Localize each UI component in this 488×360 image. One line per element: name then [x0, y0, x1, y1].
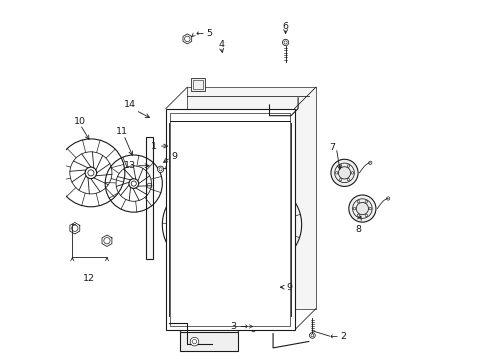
Text: 1: 1 — [151, 141, 157, 150]
Bar — [170, 113, 290, 326]
Circle shape — [356, 202, 368, 215]
Circle shape — [273, 288, 279, 294]
Bar — [190, 78, 205, 91]
Circle shape — [386, 197, 389, 200]
Bar — [146, 137, 152, 258]
Text: 13: 13 — [123, 161, 135, 170]
Text: 10: 10 — [74, 117, 86, 126]
Bar — [187, 87, 315, 309]
Text: 7: 7 — [329, 143, 335, 152]
Circle shape — [88, 170, 94, 176]
Circle shape — [338, 167, 350, 179]
Circle shape — [282, 39, 288, 46]
Text: 12: 12 — [83, 274, 95, 283]
Text: 9: 9 — [286, 283, 292, 292]
Circle shape — [190, 337, 198, 346]
Circle shape — [85, 167, 97, 179]
Circle shape — [330, 159, 357, 186]
Bar — [192, 80, 203, 89]
Text: 4: 4 — [218, 40, 224, 49]
Circle shape — [368, 161, 371, 165]
Text: ← 5: ← 5 — [196, 29, 213, 38]
Bar — [165, 109, 294, 330]
Circle shape — [196, 218, 210, 231]
Bar — [180, 332, 238, 351]
Text: 9: 9 — [171, 152, 177, 161]
Circle shape — [256, 221, 264, 228]
Text: 14: 14 — [123, 100, 135, 109]
Text: 6: 6 — [282, 22, 288, 31]
Text: 8: 8 — [355, 225, 361, 234]
Circle shape — [348, 195, 375, 222]
Text: 11: 11 — [116, 127, 128, 136]
Circle shape — [253, 218, 267, 231]
Circle shape — [157, 166, 163, 172]
Circle shape — [309, 333, 315, 338]
Circle shape — [131, 181, 136, 186]
Text: ← 2: ← 2 — [329, 332, 346, 341]
Circle shape — [129, 179, 138, 188]
Circle shape — [199, 221, 207, 228]
Text: 3 →: 3 → — [230, 322, 247, 331]
